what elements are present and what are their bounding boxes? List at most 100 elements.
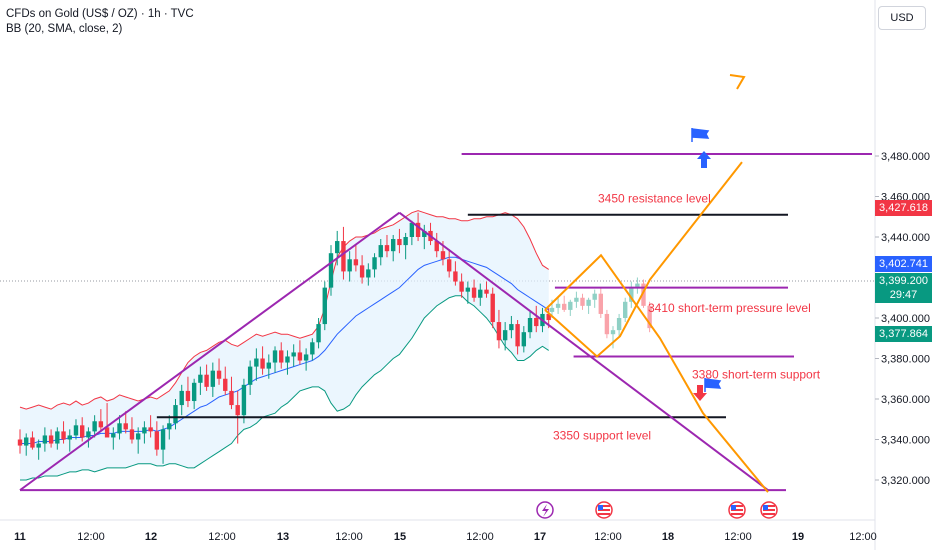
time-tick-label: 12:00	[724, 531, 752, 543]
up-arrow-icon	[697, 151, 711, 168]
candle	[616, 313, 622, 337]
candle-body	[478, 289, 483, 298]
candle-body	[598, 293, 603, 314]
us-flag-icon[interactable]	[760, 501, 778, 519]
candle-body	[465, 287, 471, 292]
candle-body	[117, 423, 122, 434]
candle	[285, 350, 290, 375]
candle-body	[574, 297, 579, 302]
candle	[55, 427, 60, 450]
candle	[316, 318, 321, 349]
candle	[378, 239, 383, 266]
candle	[592, 289, 597, 308]
candle-body	[555, 303, 561, 308]
candle-body	[515, 324, 520, 347]
candle	[403, 232, 408, 260]
candle	[647, 301, 652, 333]
candle-body	[580, 297, 585, 306]
price-tick-label: 3,320.000	[881, 475, 930, 487]
time-tick-label: 12:00	[208, 531, 236, 543]
candle	[42, 427, 48, 452]
bb-upper-price-tag: 3,427.618	[875, 200, 932, 216]
time-tick-label: 18	[662, 531, 674, 543]
candle	[509, 315, 514, 339]
candle	[266, 354, 271, 379]
candle-body	[440, 251, 446, 260]
candle-body	[347, 259, 352, 272]
candle-body	[142, 427, 147, 434]
candle-body	[372, 257, 377, 270]
candle	[496, 309, 502, 349]
candle-body	[359, 265, 365, 278]
candle	[484, 281, 489, 298]
candle	[260, 346, 265, 375]
price-tick-label: 3,440.000	[881, 232, 930, 244]
candle	[604, 309, 610, 339]
chart-legend: CFDs on Gold (US$ / OZ) · 1h · TVC BB (2…	[6, 7, 194, 37]
candle	[502, 322, 508, 351]
candle-body	[322, 287, 327, 325]
candle	[67, 429, 72, 452]
candle	[629, 281, 634, 308]
candle-body	[266, 362, 271, 369]
candle	[241, 378, 247, 424]
candle-body	[148, 427, 153, 432]
lightning-icon[interactable]	[536, 501, 554, 519]
candle-body	[48, 435, 54, 444]
candle	[142, 421, 147, 444]
candle	[167, 415, 172, 440]
currency-button[interactable]: USD	[878, 6, 926, 30]
candle	[310, 338, 315, 361]
candle-body	[279, 350, 284, 363]
candle	[247, 360, 253, 395]
time-tick-label: 12:00	[466, 531, 494, 543]
indicator-label[interactable]: BB (20, SMA, close, 2)	[6, 23, 123, 35]
candle	[73, 419, 79, 440]
price-tick-label: 3,360.000	[881, 394, 930, 406]
time-tick-label: 12:00	[849, 531, 877, 543]
candle-body	[179, 390, 184, 406]
candle-body	[316, 324, 321, 343]
candle	[347, 251, 352, 282]
candle	[61, 421, 66, 444]
candle-body	[36, 443, 41, 448]
us-flag-icon[interactable]	[595, 501, 613, 519]
candle-body	[42, 435, 48, 444]
candle-body	[285, 356, 290, 363]
candle-body	[415, 222, 421, 237]
candle-body	[272, 350, 278, 363]
candle	[409, 220, 415, 246]
candle-body	[647, 305, 652, 329]
candle-body	[167, 423, 172, 430]
candle	[210, 362, 216, 397]
drawings	[19, 74, 872, 493]
candle	[527, 311, 533, 339]
bb-upper-line	[19, 210, 549, 410]
candle-body	[616, 318, 622, 331]
candle-body	[459, 281, 464, 292]
time-tick-label: 17	[534, 531, 546, 543]
bb-lower-line	[20, 295, 549, 481]
candle	[135, 427, 141, 454]
candle-body	[568, 301, 573, 310]
candle-body	[409, 222, 415, 237]
candle	[322, 281, 327, 331]
candle-body	[210, 370, 216, 387]
candle	[148, 415, 153, 438]
us-flag-icon[interactable]	[728, 501, 746, 519]
candle-body	[353, 259, 359, 266]
candle	[490, 287, 495, 329]
candle-body	[235, 405, 240, 416]
candle	[80, 417, 85, 442]
event-icons	[536, 501, 778, 519]
projection-path-down	[544, 253, 769, 493]
candle	[92, 415, 97, 438]
candle	[635, 277, 640, 294]
candle-body	[534, 318, 539, 327]
candle-body	[254, 358, 259, 367]
candle-body	[502, 330, 508, 341]
candle	[562, 295, 567, 312]
bb-lower-price-tag: 3,377.864	[875, 326, 932, 342]
symbol-title[interactable]: CFDs on Gold (US$ / OZ) · 1h · TVC	[6, 8, 194, 20]
